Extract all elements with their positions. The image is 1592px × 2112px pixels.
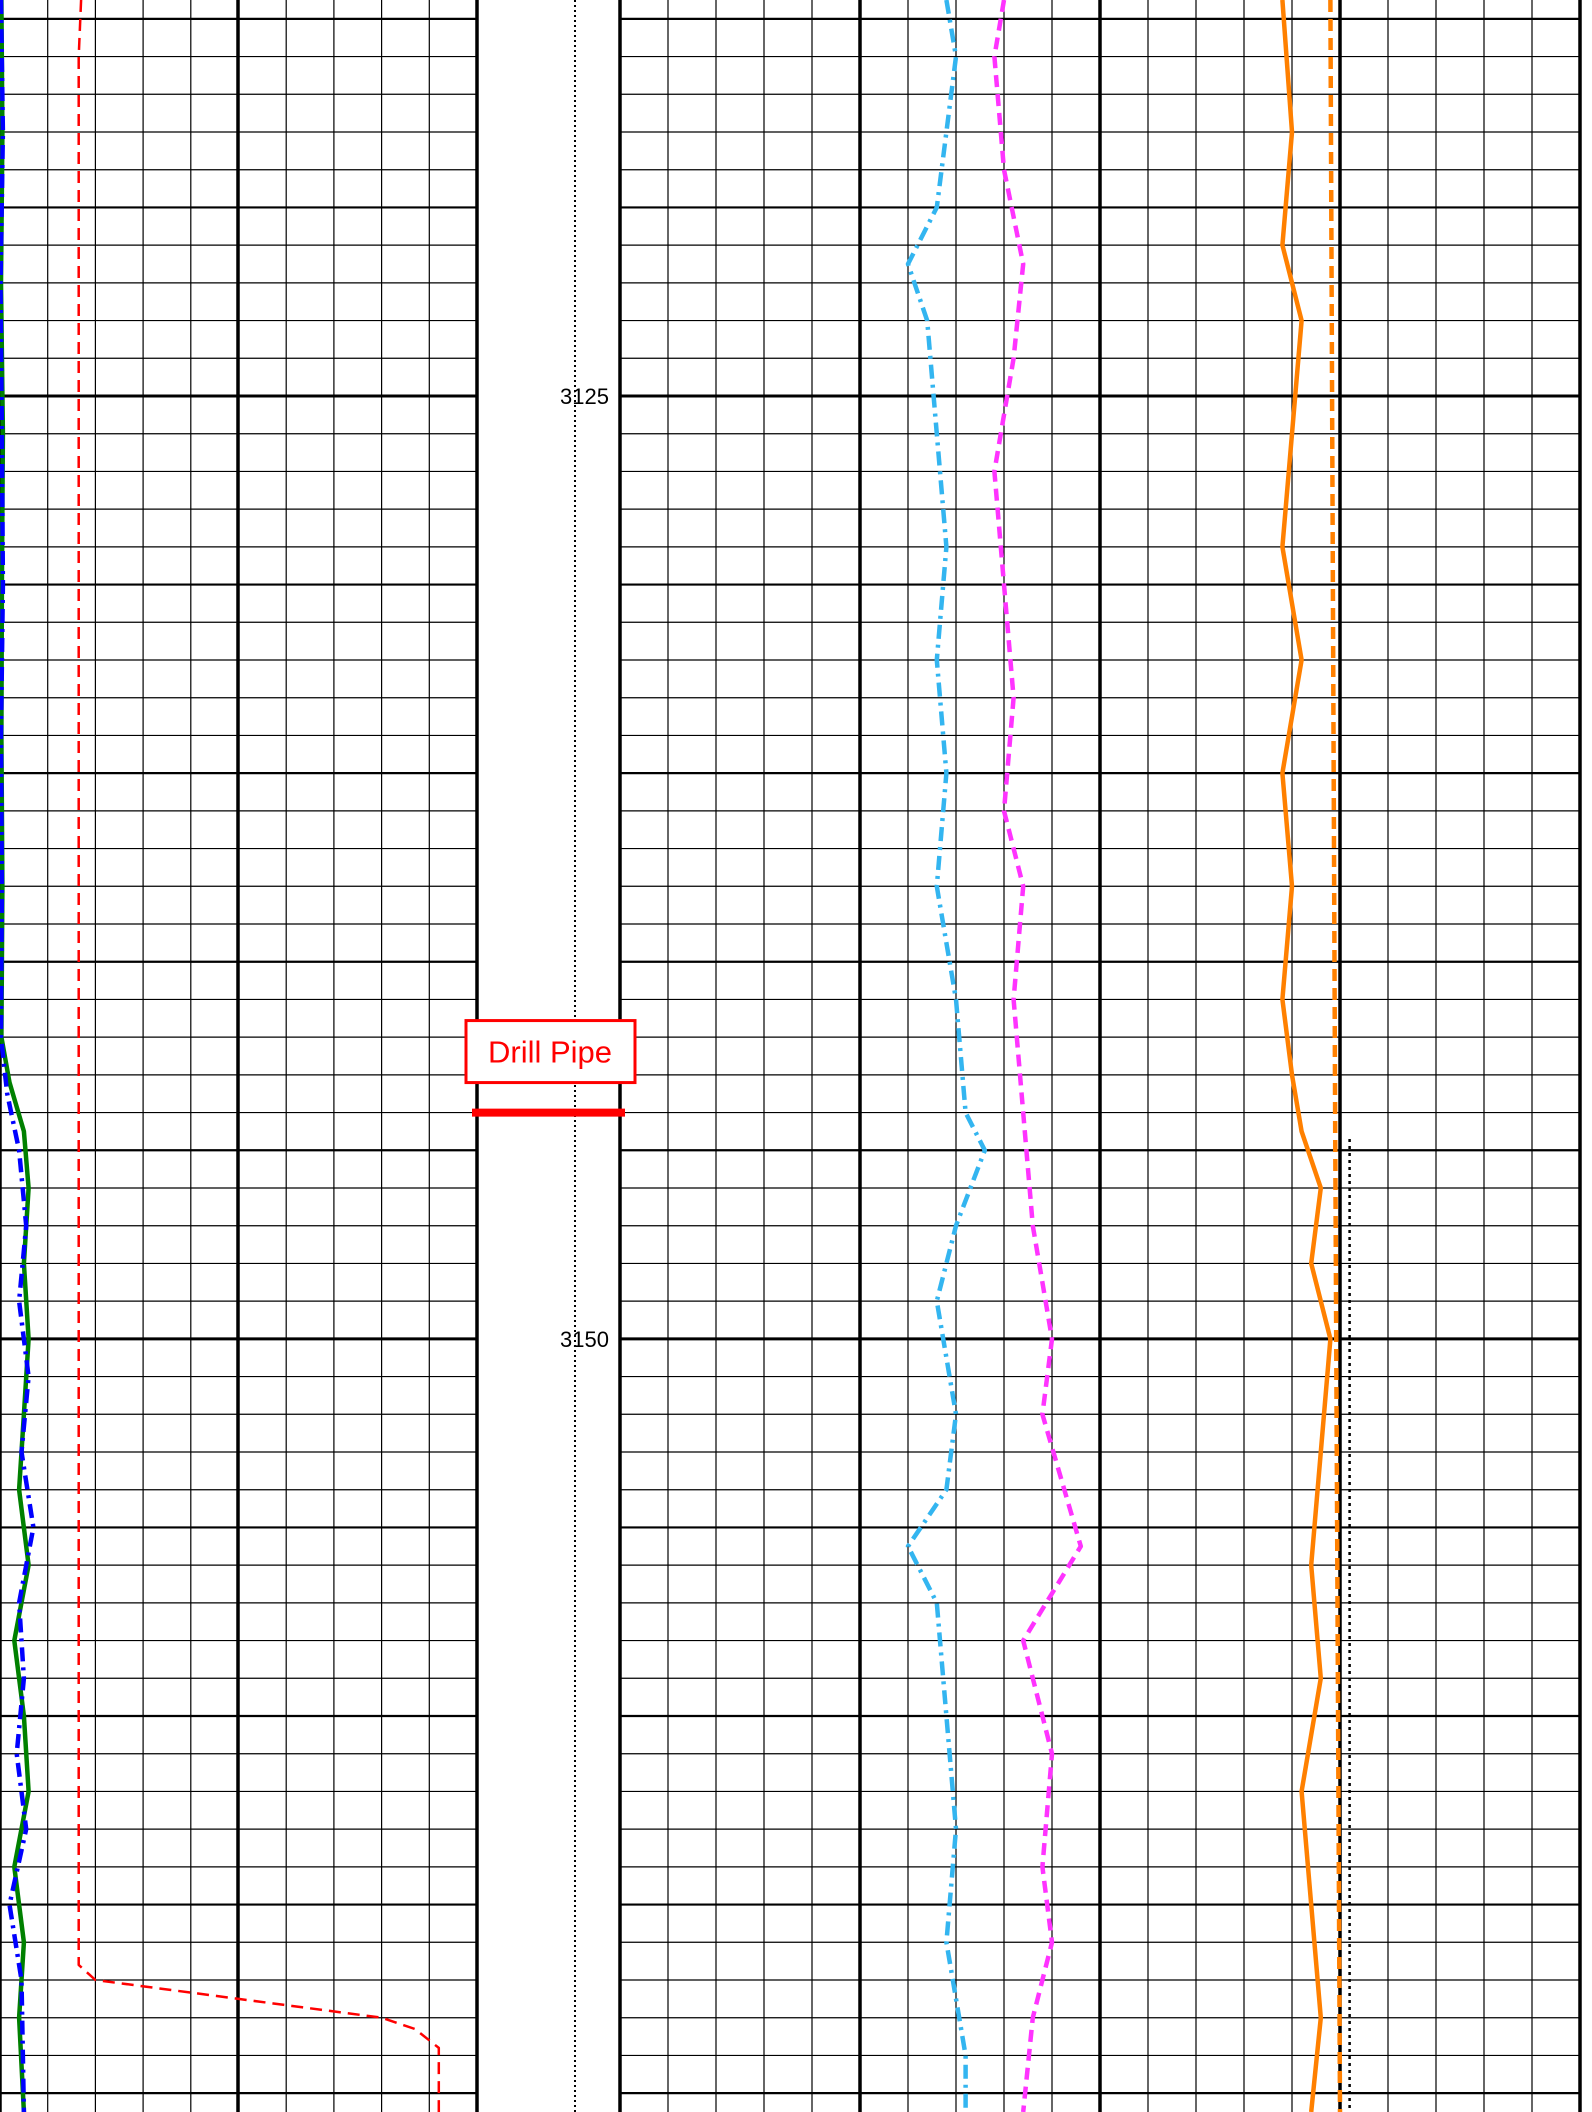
depth-label: 3125	[560, 384, 609, 409]
curve-orange-solid	[1280, 0, 1333, 2112]
track-right-grid	[618, 0, 1582, 2112]
curve-cyan	[905, 0, 988, 2112]
depth-label: 3150	[560, 1327, 609, 1352]
log-curves	[0, 0, 1351, 2112]
curve-magenta	[992, 0, 1084, 2112]
drill-pipe-marker: Drill Pipe	[464, 1019, 637, 1117]
curve-orange-dashed	[1328, 0, 1343, 2112]
curve-caliper	[77, 0, 441, 2112]
track-left-grid	[0, 0, 479, 2112]
marker-label: Drill Pipe	[488, 1035, 612, 1070]
marker-label-box	[464, 1019, 637, 1085]
